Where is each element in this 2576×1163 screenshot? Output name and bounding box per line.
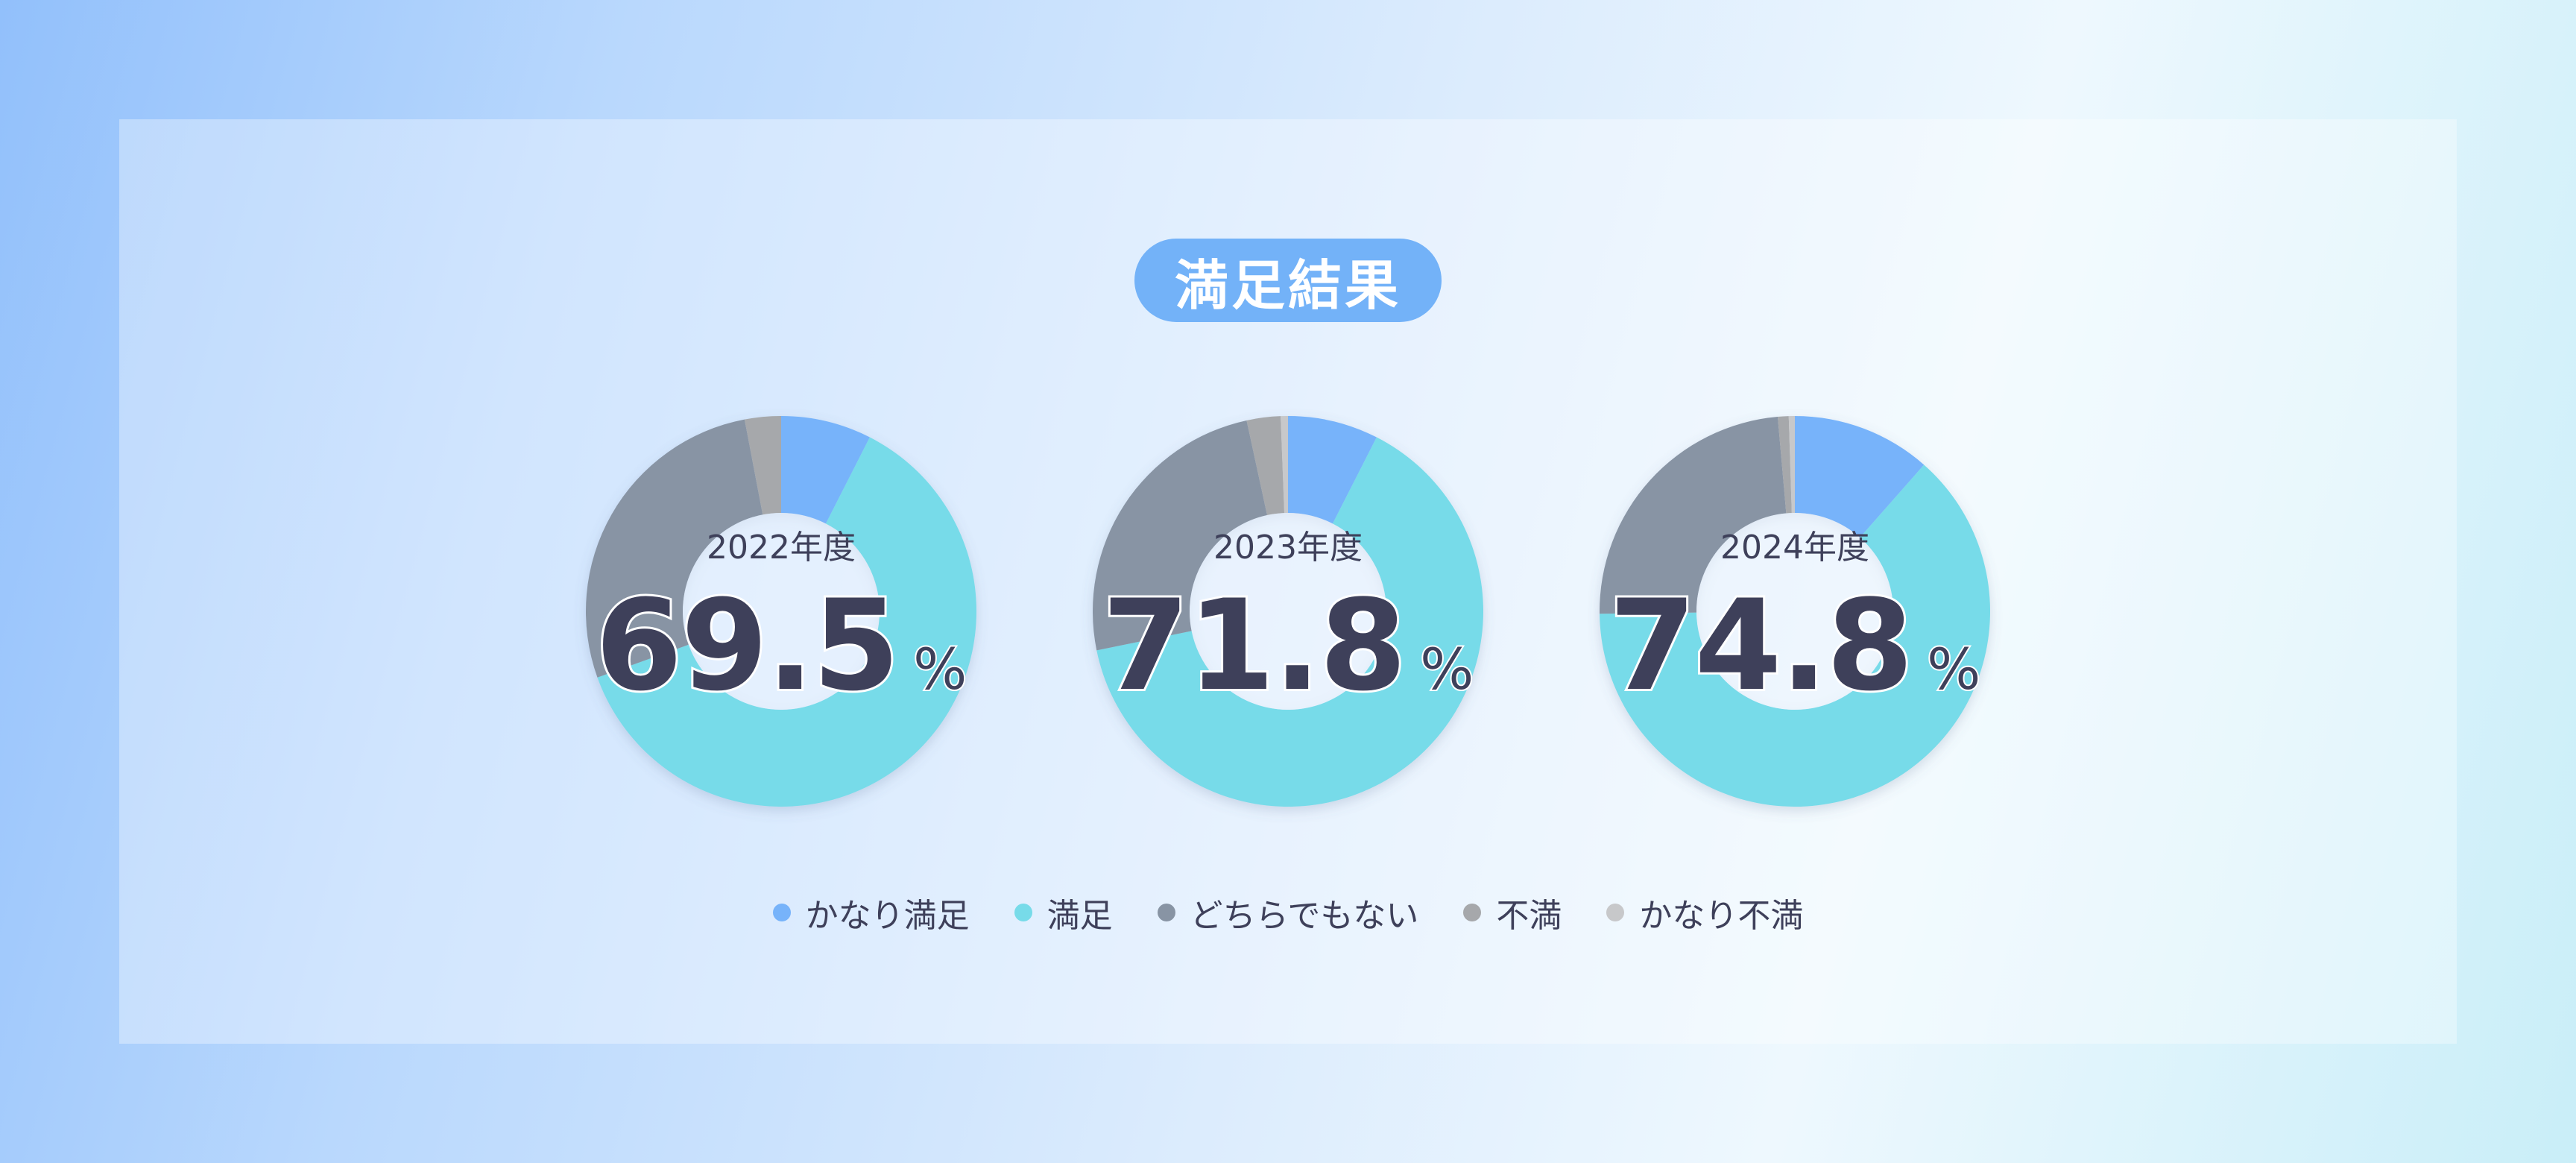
donut-hole xyxy=(1190,513,1386,710)
donut-svg xyxy=(586,416,976,807)
satisfaction-value: 69.5 % xyxy=(572,570,990,722)
percent-value: 69.5 xyxy=(593,570,903,721)
donut-hole xyxy=(1696,513,1893,710)
donut-slice xyxy=(1093,420,1268,651)
donut-2022: 2022年度 69.5 % xyxy=(572,403,990,820)
donut-slice xyxy=(1600,417,1787,614)
donut-slice xyxy=(586,419,763,678)
legend-dot xyxy=(1463,904,1482,921)
donut-slice xyxy=(1600,464,1990,807)
legend-dot xyxy=(1157,904,1175,921)
donut-hole xyxy=(683,513,880,710)
legend-dot xyxy=(772,904,791,921)
legend-dot xyxy=(1606,904,1625,921)
satisfaction-value: 74.8 % xyxy=(1586,570,2004,722)
percent-value: 71.8 xyxy=(1100,570,1409,721)
donut-slice xyxy=(1288,416,1377,524)
percent-unit: % xyxy=(1925,634,1982,704)
legend: かなり満足 満足 どちらでもない 不満 かなり不満 xyxy=(0,889,2576,936)
donut-slice xyxy=(1281,416,1288,514)
legend-label: 満足 xyxy=(1046,897,1113,935)
donut-slice xyxy=(1096,437,1483,807)
year-label: 2022年度 xyxy=(707,529,856,567)
legend-item: 満足 xyxy=(1014,889,1113,936)
donut-slice xyxy=(781,416,870,524)
legend-item: 不満 xyxy=(1463,889,1562,936)
percent-unit: % xyxy=(1418,634,1475,704)
legend-item: かなり満足 xyxy=(772,889,970,936)
legend-item: かなり不満 xyxy=(1606,889,1803,936)
satisfaction-value: 71.8 % xyxy=(1079,570,1497,722)
year-label: 2023年度 xyxy=(1213,529,1363,567)
donut-ring xyxy=(1093,416,1483,807)
legend-dot xyxy=(1014,904,1032,921)
donut-svg xyxy=(1093,416,1483,807)
donut-ring xyxy=(586,416,976,807)
donut-slice xyxy=(1788,416,1795,514)
legend-label: かなり満足 xyxy=(805,897,970,935)
donut-ring xyxy=(1600,416,1990,807)
year-label: 2024年度 xyxy=(1720,529,1869,567)
legend-item: どちらでもない xyxy=(1157,889,1419,936)
percent-unit: % xyxy=(912,634,968,704)
donut-slice xyxy=(744,416,781,515)
donut-svg xyxy=(1600,416,1990,807)
donut-slice xyxy=(1246,416,1285,516)
donut-slice xyxy=(1777,416,1792,514)
legend-label: 不満 xyxy=(1496,897,1562,935)
donut-2024: 2024年度 74.8 % xyxy=(1586,403,2004,820)
donut-slice xyxy=(1795,416,1925,538)
chart-title: 満足結果 xyxy=(1134,239,1442,322)
percent-value: 74.8 xyxy=(1607,570,1916,721)
legend-label: かなり不満 xyxy=(1639,897,1804,935)
donut-slice xyxy=(597,437,976,807)
donut-2023: 2023年度 71.8 % xyxy=(1079,403,1497,820)
legend-label: どちらでもない xyxy=(1190,897,1419,935)
